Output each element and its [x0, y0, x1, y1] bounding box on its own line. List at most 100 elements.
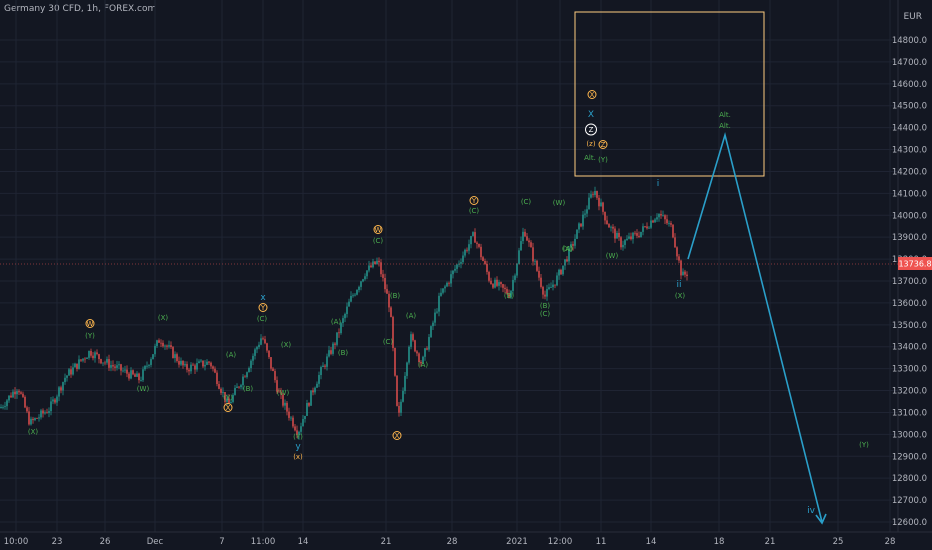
candle-body [330, 350, 332, 354]
candle-body [442, 288, 444, 293]
candle-body [566, 259, 568, 262]
candle-body [4, 406, 6, 407]
candle-body [540, 277, 542, 287]
candle-body [528, 240, 530, 243]
candle-body [172, 347, 174, 358]
candle-body [114, 366, 116, 368]
candle-body [386, 289, 388, 294]
candle-body [52, 399, 54, 402]
time-tick-label: 21 [765, 537, 776, 547]
candle-body [366, 270, 368, 277]
candle-body [616, 232, 618, 239]
candle-body [138, 373, 140, 381]
candle-body [178, 361, 180, 365]
time-tick-label: Dec [147, 537, 164, 547]
wave-label: (C) [521, 198, 532, 206]
candle-body [584, 213, 586, 215]
candle-body [612, 226, 614, 229]
candle-body [12, 391, 14, 398]
candle-body [0, 406, 2, 409]
candle-body [402, 390, 404, 402]
candle-body [432, 322, 434, 327]
candle-body [2, 406, 4, 408]
candle-body [558, 269, 560, 276]
wave-label: Alt. [584, 154, 596, 162]
wave-label: (W) [553, 199, 566, 207]
candle-body [450, 274, 452, 284]
candle-body [42, 410, 44, 414]
candle-body [594, 191, 596, 196]
candle-body [206, 361, 208, 365]
candle-body [140, 380, 142, 381]
candle-body [512, 279, 514, 291]
candle-body [424, 348, 426, 357]
candle-body [30, 418, 32, 425]
projection-arrowhead [815, 513, 827, 525]
candle-body [288, 411, 290, 418]
candle-body [666, 219, 668, 224]
time-axis[interactable]: 10:00 23 26 Dec 7 11:00 14 21 28 2021 12:00 11 14 18 2… [0, 531, 932, 547]
candle-body [364, 276, 366, 280]
candle-body [604, 211, 606, 221]
candle-body [272, 368, 274, 372]
candle-body [242, 376, 244, 386]
candle-body [230, 401, 232, 404]
candle-body [462, 255, 464, 263]
candle-body [186, 364, 188, 370]
candle-body [382, 274, 384, 278]
candle-body [532, 247, 534, 262]
candle-body [44, 412, 46, 414]
candle-body [306, 403, 308, 416]
candle-body [194, 365, 196, 370]
candle-body [680, 260, 682, 276]
candle-body [314, 387, 316, 393]
candle-body [350, 295, 352, 302]
candle-body [644, 226, 646, 228]
price-tick-label: 13400.0 [892, 343, 927, 353]
candle-body [496, 279, 498, 286]
candle-body [190, 364, 192, 372]
candle-body [56, 396, 58, 403]
candle-body [308, 403, 310, 406]
candle-body [530, 242, 532, 248]
candle-body [66, 375, 68, 378]
wave-label: (X) [28, 428, 39, 436]
candle-body [408, 346, 410, 363]
candle-body [282, 394, 284, 406]
time-tick-label: 14 [298, 537, 309, 547]
candle-body [600, 202, 602, 207]
candle-body [82, 358, 84, 361]
candle-body [414, 340, 416, 352]
candle-body [294, 426, 296, 431]
price-axis[interactable]: 14800.0 14700.0 14600.0 14500.0 14400.0 14300… [892, 0, 927, 532]
candle-body [70, 369, 72, 375]
candle-body [338, 332, 340, 334]
candle-body [200, 360, 202, 362]
price-tick-label: 14100.0 [892, 189, 927, 199]
wave-label: (A) [331, 318, 342, 326]
candle-body [534, 260, 536, 262]
wave-label: iii [0, 0, 4, 3]
candle-body [60, 387, 62, 391]
wave-label: (W) [277, 389, 290, 397]
projection-path[interactable] [687, 131, 823, 523]
candle-body [236, 386, 238, 388]
candle-body [94, 352, 96, 359]
candle-body [292, 417, 294, 427]
wave-label: W [87, 320, 94, 328]
candle-body [150, 359, 152, 365]
candle-body [134, 374, 136, 377]
candle-body [464, 249, 466, 256]
current-price-badge: 13736.8 [0, 257, 932, 270]
target-zone-box[interactable] [574, 11, 765, 177]
candle-body [130, 370, 132, 379]
candle-body [556, 275, 558, 286]
candle-body [474, 232, 476, 243]
candle-body [304, 415, 306, 420]
candle-body [602, 202, 604, 212]
candle-body [346, 306, 348, 314]
wave-label: X [395, 432, 400, 440]
candle-body [626, 238, 628, 241]
candle-body [146, 365, 148, 367]
